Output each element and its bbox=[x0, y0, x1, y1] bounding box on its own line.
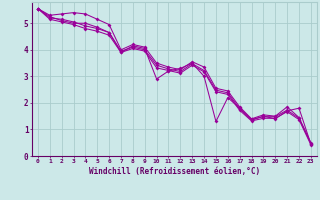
X-axis label: Windchill (Refroidissement éolien,°C): Windchill (Refroidissement éolien,°C) bbox=[89, 167, 260, 176]
